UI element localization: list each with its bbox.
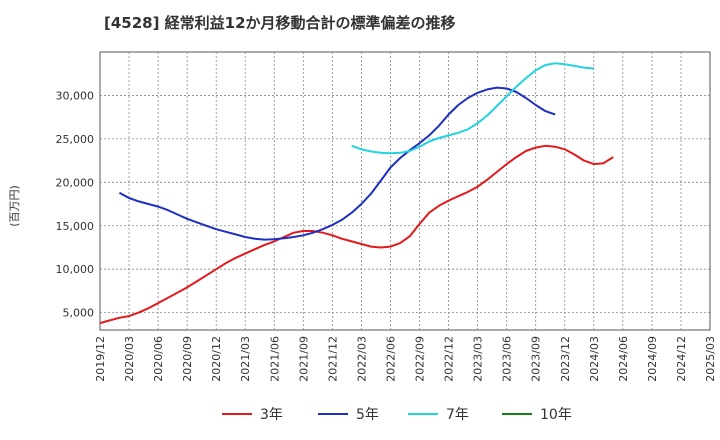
- x-tick-label: 2021/06: [268, 336, 281, 382]
- series-line: [351, 62, 594, 155]
- y-tick-labels: 5,000 10,000 15,000 20,000 25,000 30,000: [56, 89, 95, 319]
- x-tick-label: 2024/12: [675, 336, 688, 382]
- legend-label: 3年: [260, 407, 283, 423]
- x-tick-label: 2020/03: [123, 336, 136, 382]
- plot-area: [99, 51, 711, 331]
- y-tick-label: 10,000: [56, 263, 95, 276]
- x-tick-label: 2025/03: [704, 336, 717, 382]
- x-tick-label: 2023/03: [472, 336, 485, 382]
- y-tick-label: 5,000: [63, 307, 95, 320]
- y-tick-label: 25,000: [56, 133, 95, 146]
- y-tick-label: 20,000: [56, 176, 95, 189]
- x-tick-label: 2022/12: [443, 336, 456, 382]
- grid: [100, 52, 710, 330]
- x-tick-label: 2020/06: [152, 336, 165, 382]
- x-tick-label: 2022/06: [384, 336, 397, 382]
- x-tick-label: 2021/12: [326, 336, 339, 382]
- chart-title: [4528] 経常利益12か月移動合計の標準偏差の推移: [104, 14, 456, 32]
- x-tick-label: 2022/03: [355, 336, 368, 382]
- x-tick-label: 2024/03: [588, 336, 601, 382]
- x-tick-label: 2020/12: [210, 336, 223, 382]
- legend-label: 7年: [446, 407, 469, 423]
- x-tick-label: 2023/06: [501, 336, 514, 382]
- legend-label: 10年: [540, 407, 572, 423]
- x-tick-labels: 2019/12 2020/03 2020/06 2020/09 2020/12 2021/…: [94, 336, 717, 382]
- x-tick-label: 2022/09: [414, 336, 427, 382]
- y-tick-label: 30,000: [56, 89, 95, 102]
- x-tick-label: 2023/09: [530, 336, 543, 382]
- series-line: [99, 144, 614, 325]
- y-tick-label: 15,000: [56, 220, 95, 233]
- legend: 3年 5年 7年 10年: [222, 407, 572, 423]
- x-tick-label: 2020/09: [181, 336, 194, 382]
- x-tick-label: 2024/06: [617, 336, 630, 382]
- x-tick-label: 2021/09: [297, 336, 310, 382]
- x-tick-label: 2023/12: [559, 336, 572, 382]
- series-line: [118, 86, 556, 241]
- x-tick-label: 2024/09: [646, 336, 659, 382]
- legend-label: 5年: [356, 407, 379, 423]
- y-axis-label: (百万円): [8, 185, 21, 227]
- x-tick-label: 2019/12: [94, 336, 107, 382]
- x-tick-label: 2021/03: [239, 336, 252, 382]
- series-lines: [99, 62, 614, 325]
